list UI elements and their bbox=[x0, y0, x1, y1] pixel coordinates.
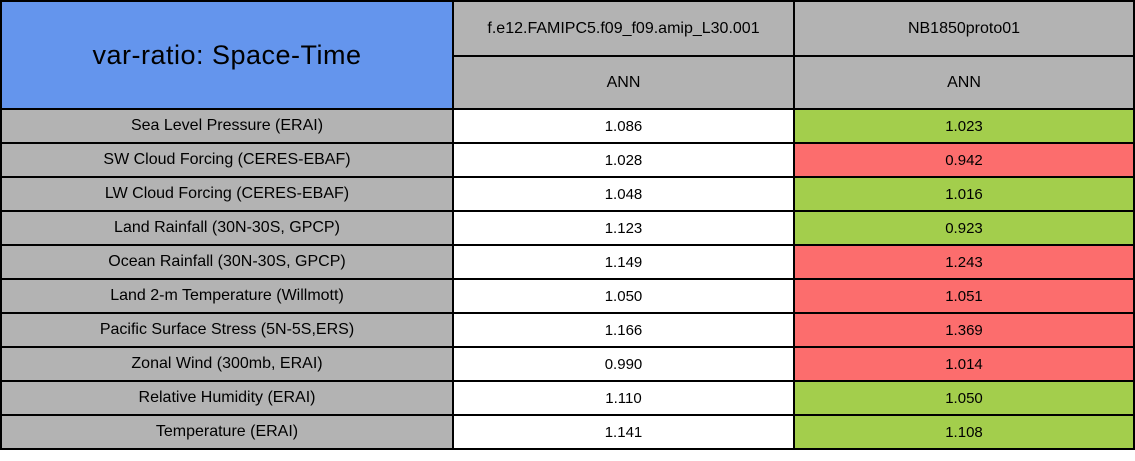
table-row: Relative Humidity (ERAI) 1.110 1.050 bbox=[0, 380, 1135, 416]
value-cell-run-2: 1.023 bbox=[793, 108, 1135, 144]
column-header-run-2: NB1850proto01 bbox=[793, 0, 1135, 57]
table-row: Ocean Rainfall (30N-30S, GPCP) 1.149 1.243 bbox=[0, 244, 1135, 280]
value-cell-run-2: 1.243 bbox=[793, 244, 1135, 280]
row-label-cell: Zonal Wind (300mb, ERAI) bbox=[0, 346, 454, 382]
row-label-cell: Pacific Surface Stress (5N-5S,ERS) bbox=[0, 312, 454, 348]
row-label-cell: Land Rainfall (30N-30S, GPCP) bbox=[0, 210, 454, 246]
value-cell-run-2: 0.923 bbox=[793, 210, 1135, 246]
table-row: Land Rainfall (30N-30S, GPCP) 1.123 0.923 bbox=[0, 210, 1135, 246]
value-cell-run-2: 1.014 bbox=[793, 346, 1135, 382]
value-cell-run-1: 1.123 bbox=[452, 210, 795, 246]
row-label-cell: Ocean Rainfall (30N-30S, GPCP) bbox=[0, 244, 454, 280]
table-row: Zonal Wind (300mb, ERAI) 0.990 1.014 bbox=[0, 346, 1135, 382]
table-row: Land 2-m Temperature (Willmott) 1.050 1.05… bbox=[0, 278, 1135, 314]
table-row: SW Cloud Forcing (CERES-EBAF) 1.028 0.942 bbox=[0, 142, 1135, 178]
table-row: LW Cloud Forcing (CERES-EBAF) 1.048 1.016 bbox=[0, 176, 1135, 212]
row-label-cell: Temperature (ERAI) bbox=[0, 414, 454, 450]
table-row: Sea Level Pressure (ERAI) 1.086 1.023 bbox=[0, 108, 1135, 144]
value-cell-run-1: 1.050 bbox=[452, 278, 795, 314]
value-cell-run-2: 1.108 bbox=[793, 414, 1135, 450]
value-cell-run-2: 1.050 bbox=[793, 380, 1135, 416]
table-row: Temperature (ERAI) 1.141 1.108 bbox=[0, 414, 1135, 450]
value-cell-run-1: 1.048 bbox=[452, 176, 795, 212]
row-label-cell: LW Cloud Forcing (CERES-EBAF) bbox=[0, 176, 454, 212]
value-cell-run-1: 0.990 bbox=[452, 346, 795, 382]
value-cell-run-1: 1.149 bbox=[452, 244, 795, 280]
value-cell-run-1: 1.141 bbox=[452, 414, 795, 450]
header-row-runs: var-ratio: Space-Time f.e12.FAMIPC5.f09_… bbox=[0, 0, 1135, 110]
value-cell-run-2: 0.942 bbox=[793, 142, 1135, 178]
value-cell-run-1: 1.028 bbox=[452, 142, 795, 178]
row-label-cell: Relative Humidity (ERAI) bbox=[0, 380, 454, 416]
value-cell-run-1: 1.110 bbox=[452, 380, 795, 416]
value-cell-run-2: 1.051 bbox=[793, 278, 1135, 314]
column-header-run-1: f.e12.FAMIPC5.f09_f09.amip_L30.001 bbox=[452, 0, 795, 57]
table-title: var-ratio: Space-Time bbox=[0, 0, 454, 110]
table-body: Sea Level Pressure (ERAI) 1.086 1.023 SW Cl… bbox=[0, 108, 1135, 450]
value-cell-run-2: 1.016 bbox=[793, 176, 1135, 212]
header-row-seasons: ANN ANN bbox=[1, 55, 1135, 110]
value-cell-run-1: 1.086 bbox=[452, 108, 795, 144]
column-subheader-season-1: ANN bbox=[452, 55, 795, 110]
row-label-cell: Land 2-m Temperature (Willmott) bbox=[0, 278, 454, 314]
column-subheader-season-2: ANN bbox=[793, 55, 1135, 110]
row-label-cell: Sea Level Pressure (ERAI) bbox=[0, 108, 454, 144]
row-label-cell: SW Cloud Forcing (CERES-EBAF) bbox=[0, 142, 454, 178]
var-ratio-table: var-ratio: Space-Time f.e12.FAMIPC5.f09_… bbox=[0, 0, 1135, 450]
value-cell-run-2: 1.369 bbox=[793, 312, 1135, 348]
table-row: Pacific Surface Stress (5N-5S,ERS) 1.166 1… bbox=[0, 312, 1135, 348]
value-cell-run-1: 1.166 bbox=[452, 312, 795, 348]
